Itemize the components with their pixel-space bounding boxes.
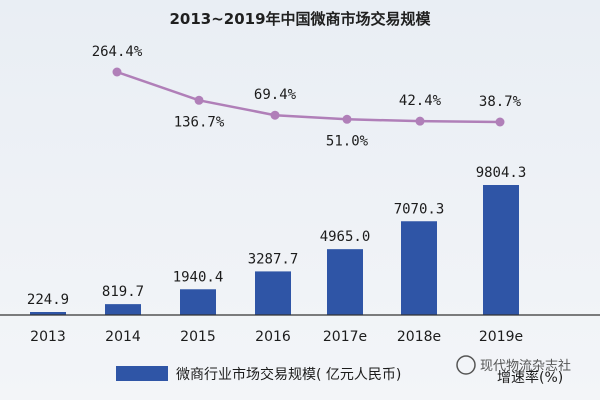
x-tick-label-2017e: 2017e: [323, 329, 367, 345]
growth-label-2016: 69.4%: [254, 87, 297, 103]
bars-layer: 224.9 819.7 1940.4 3287.7 4965.0 7070.3 9804.3: [27, 165, 526, 315]
x-tick-labels: 2013 2014 2015 2016 2017e 2018e 2019e: [30, 329, 523, 345]
growth-label-2017e: 51.0%: [326, 133, 369, 149]
watermark-logo-icon: [456, 355, 476, 375]
growth-point-2015: [194, 95, 204, 105]
bar-value-label-2018e: 7070.3: [394, 201, 445, 217]
bar-2016: [255, 271, 291, 315]
growth-point-2019e: [495, 117, 505, 127]
bar-2014: [105, 304, 141, 315]
bar-2019e: [483, 185, 519, 315]
growth-label-2019e: 38.7%: [479, 94, 522, 110]
growth-point-2016: [270, 110, 280, 120]
growth-point-2018e: [415, 116, 425, 126]
x-tick-label-2016: 2016: [255, 329, 291, 345]
watermark-text: 现代物流杂志社: [480, 358, 571, 374]
x-tick-label-2018e: 2018e: [397, 329, 441, 345]
x-tick-label-2015: 2015: [180, 329, 216, 345]
legend: 微商行业市场交易规模( 亿元人民币) 增速率(%): [116, 366, 563, 386]
bar-2017e: [327, 249, 363, 315]
bar-2013: [30, 312, 66, 315]
legend-bar-label: 微商行业市场交易规模( 亿元人民币): [176, 366, 401, 383]
bar-value-label-2017e: 4965.0: [320, 229, 371, 245]
growth-point-2017e: [342, 114, 352, 124]
growth-label-2014: 264.4%: [92, 44, 143, 60]
growth-label-2015: 136.7%: [174, 114, 225, 130]
x-tick-label-2014: 2014: [105, 329, 141, 345]
bar-value-label-2016: 3287.7: [248, 251, 299, 267]
bar-value-label-2019e: 9804.3: [476, 165, 527, 181]
legend-bar-swatch: [116, 366, 168, 381]
bar-value-label-2014: 819.7: [102, 284, 144, 300]
bar-value-label-2015: 1940.4: [173, 269, 224, 285]
bar-2018e: [401, 221, 437, 315]
growth-rate-line: [116, 70, 501, 124]
watermark: 现代物流杂志社: [456, 355, 571, 375]
legend-line-label: 增速率(%): [497, 369, 563, 386]
chart-title: 2013~2019年中国微商市场交易规模: [169, 10, 431, 28]
growth-label-2018e: 42.4%: [399, 93, 442, 109]
bar-2015: [180, 289, 216, 315]
x-tick-label-2013: 2013: [30, 329, 66, 345]
bar-value-label-2013: 224.9: [27, 292, 69, 308]
x-tick-label-2019e: 2019e: [479, 329, 523, 345]
growth-point-2014: [112, 67, 122, 77]
growth-line-layer: 264.4% 136.7% 69.4% 51.0% 42.4% 38.7%: [92, 44, 522, 149]
